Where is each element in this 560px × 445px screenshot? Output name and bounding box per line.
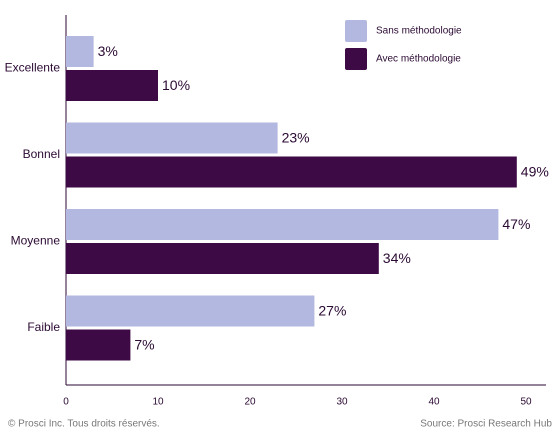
value-label: 7% (134, 337, 154, 353)
value-label: 10% (162, 77, 190, 93)
value-label: 34% (383, 250, 411, 266)
x-tick-label: 10 (152, 397, 164, 408)
y-tick-label: Bonnel (23, 147, 60, 161)
legend-label: Sans méthodologie (376, 26, 462, 37)
legend-swatch (345, 20, 367, 42)
value-label: 47% (502, 216, 530, 232)
bar (66, 329, 131, 361)
x-tick-label: 30 (336, 397, 348, 408)
bar (66, 36, 94, 67)
bar (66, 70, 158, 101)
bar (66, 295, 315, 327)
legend-swatch (345, 48, 367, 70)
y-tick-label: Moyenne (11, 234, 61, 248)
value-label: 3% (98, 43, 118, 59)
source: Source: Prosci Research Hub (420, 419, 552, 430)
x-tick-label: 40 (428, 397, 440, 408)
x-tick-label: 20 (244, 397, 256, 408)
value-label: 23% (282, 130, 310, 146)
value-label: 27% (318, 303, 346, 319)
bar (66, 209, 499, 240)
y-tick-label: Excellente (5, 61, 61, 75)
bar (66, 156, 517, 188)
x-tick-label: 0 (63, 397, 69, 408)
bar (66, 122, 278, 154)
value-label: 49% (521, 164, 549, 180)
legend-label: Avec méthodologie (376, 54, 461, 65)
bar (66, 243, 379, 274)
footer: © Prosci Inc. Tous droits réservés. (8, 419, 160, 430)
x-tick-label: 50 (520, 397, 532, 408)
y-tick-label: Faible (27, 320, 60, 334)
